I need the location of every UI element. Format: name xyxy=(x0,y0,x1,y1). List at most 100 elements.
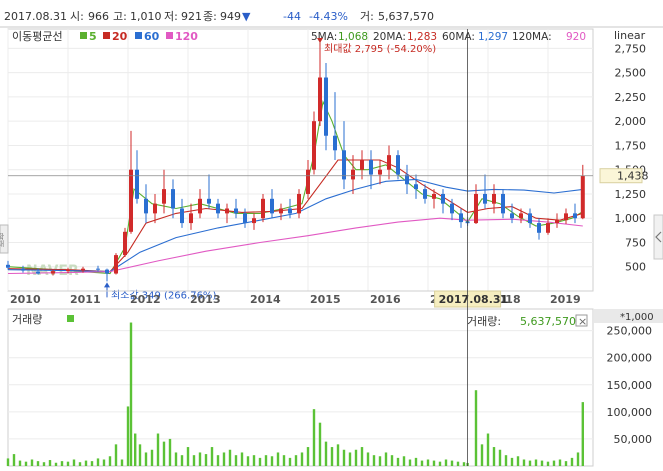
volume-tick-label: 250,000 xyxy=(607,325,653,338)
year-tick-label: 2010 xyxy=(10,293,41,306)
volume-bar xyxy=(408,459,412,466)
volume-bar xyxy=(522,459,526,466)
volume-bar xyxy=(222,452,226,466)
volume-bar xyxy=(360,447,364,466)
legend-title: 이동평균선 xyxy=(12,30,63,43)
candle-body xyxy=(189,213,193,224)
candle-body xyxy=(441,193,445,204)
info-low: 921 xyxy=(181,10,202,23)
price-tick-label: 2,750 xyxy=(615,42,647,55)
volume-bar xyxy=(134,433,137,466)
candle-body xyxy=(360,160,364,170)
volume-bar xyxy=(129,322,133,466)
legend-label-5: 5 xyxy=(89,30,97,43)
volume-bars xyxy=(6,322,584,466)
candle-body xyxy=(243,213,247,224)
candle-body xyxy=(171,189,175,209)
volume-bar xyxy=(114,444,118,466)
min-label: 최소값 349 (266.76%) xyxy=(111,289,216,301)
volume-bar xyxy=(276,452,280,466)
volume-bar xyxy=(228,449,232,466)
volume-bar xyxy=(216,455,220,466)
volume-cursor-value: 5,637,570 xyxy=(520,315,576,328)
volume-bar xyxy=(336,444,340,466)
candle-body xyxy=(306,169,310,194)
volume-bar xyxy=(156,433,160,466)
volume-legend-swatch[interactable] xyxy=(67,315,74,322)
volume-bar xyxy=(300,452,304,466)
right-scroll-handle[interactable] xyxy=(653,214,663,260)
price-tick-label: 1,750 xyxy=(615,139,647,152)
legend-swatch-5[interactable] xyxy=(80,32,87,39)
volume-bar xyxy=(192,455,196,466)
volume-bar xyxy=(60,461,64,466)
volume-bar xyxy=(570,457,574,466)
price-tick-label: 1,250 xyxy=(615,188,647,201)
candle-body xyxy=(459,213,463,223)
volume-bar xyxy=(36,461,40,466)
volume-title: 거래량 xyxy=(12,313,42,326)
zoom-side-tab[interactable] xyxy=(0,224,9,254)
volume-bar xyxy=(180,455,184,466)
volume-bar xyxy=(42,462,46,466)
volume-grid xyxy=(8,330,593,440)
candle-body xyxy=(36,271,40,274)
legend-swatch-120[interactable] xyxy=(166,32,173,39)
volume-bar xyxy=(174,452,178,466)
candle-body xyxy=(423,189,427,199)
volume-bar xyxy=(492,447,496,466)
candle-body xyxy=(225,208,229,214)
volume-bar xyxy=(516,456,520,466)
volume-bar xyxy=(246,456,250,466)
candle-body xyxy=(153,203,157,214)
year-tick-label: 2015 xyxy=(310,293,341,306)
candle-body xyxy=(297,193,301,214)
volume-bar xyxy=(372,455,376,466)
info-close-label: 종: xyxy=(203,10,217,23)
year-tick-label: 2013 xyxy=(190,293,221,306)
legend-swatch-20[interactable] xyxy=(103,32,110,39)
candle-body xyxy=(114,255,118,274)
candle-body xyxy=(270,198,274,214)
scale-toggle[interactable]: linear xyxy=(614,29,646,42)
volume-bar xyxy=(318,422,322,466)
year-tick-label: 2019 xyxy=(550,293,581,306)
volume-bar xyxy=(144,452,148,466)
info-high-label: 고: xyxy=(113,10,127,23)
candle-body xyxy=(519,213,523,219)
volume-bar xyxy=(240,452,244,466)
candle-body xyxy=(546,223,550,233)
legend-swatch-60[interactable] xyxy=(135,32,142,39)
candle-body xyxy=(564,213,568,221)
volume-bar xyxy=(312,409,316,466)
volume-bar xyxy=(396,457,400,466)
price-tick-label: 500 xyxy=(625,261,646,274)
volume-bar xyxy=(78,462,82,466)
volume-bar xyxy=(126,406,130,466)
volume-cursor-label: 거래량: xyxy=(467,315,501,328)
info-change: -44 xyxy=(283,10,301,23)
volume-bar xyxy=(102,459,106,466)
volume-bar xyxy=(270,456,274,466)
volume-bar xyxy=(96,458,100,466)
ma-line-60 xyxy=(7,178,583,273)
volume-bar xyxy=(48,460,52,466)
ma-legend[interactable]: 이동평균선 5 20 60 120 xyxy=(12,30,198,43)
candle-body xyxy=(144,198,148,214)
min-arrow-icon xyxy=(104,282,110,288)
info-change-pct: -4.43% xyxy=(309,10,348,23)
volume-unit-box xyxy=(594,309,663,323)
volume-panel xyxy=(7,308,594,467)
candle-body xyxy=(510,213,514,219)
candle-body xyxy=(396,155,400,175)
volume-bar xyxy=(108,456,112,466)
down-arrow-icon: ▼ xyxy=(242,10,251,23)
volume-bar xyxy=(528,460,532,466)
candle-body xyxy=(414,184,418,190)
volume-bar xyxy=(324,441,328,466)
candle-body xyxy=(129,169,133,232)
candle-body xyxy=(501,193,505,214)
candle-body xyxy=(21,268,25,271)
volume-close-button[interactable] xyxy=(575,314,588,327)
